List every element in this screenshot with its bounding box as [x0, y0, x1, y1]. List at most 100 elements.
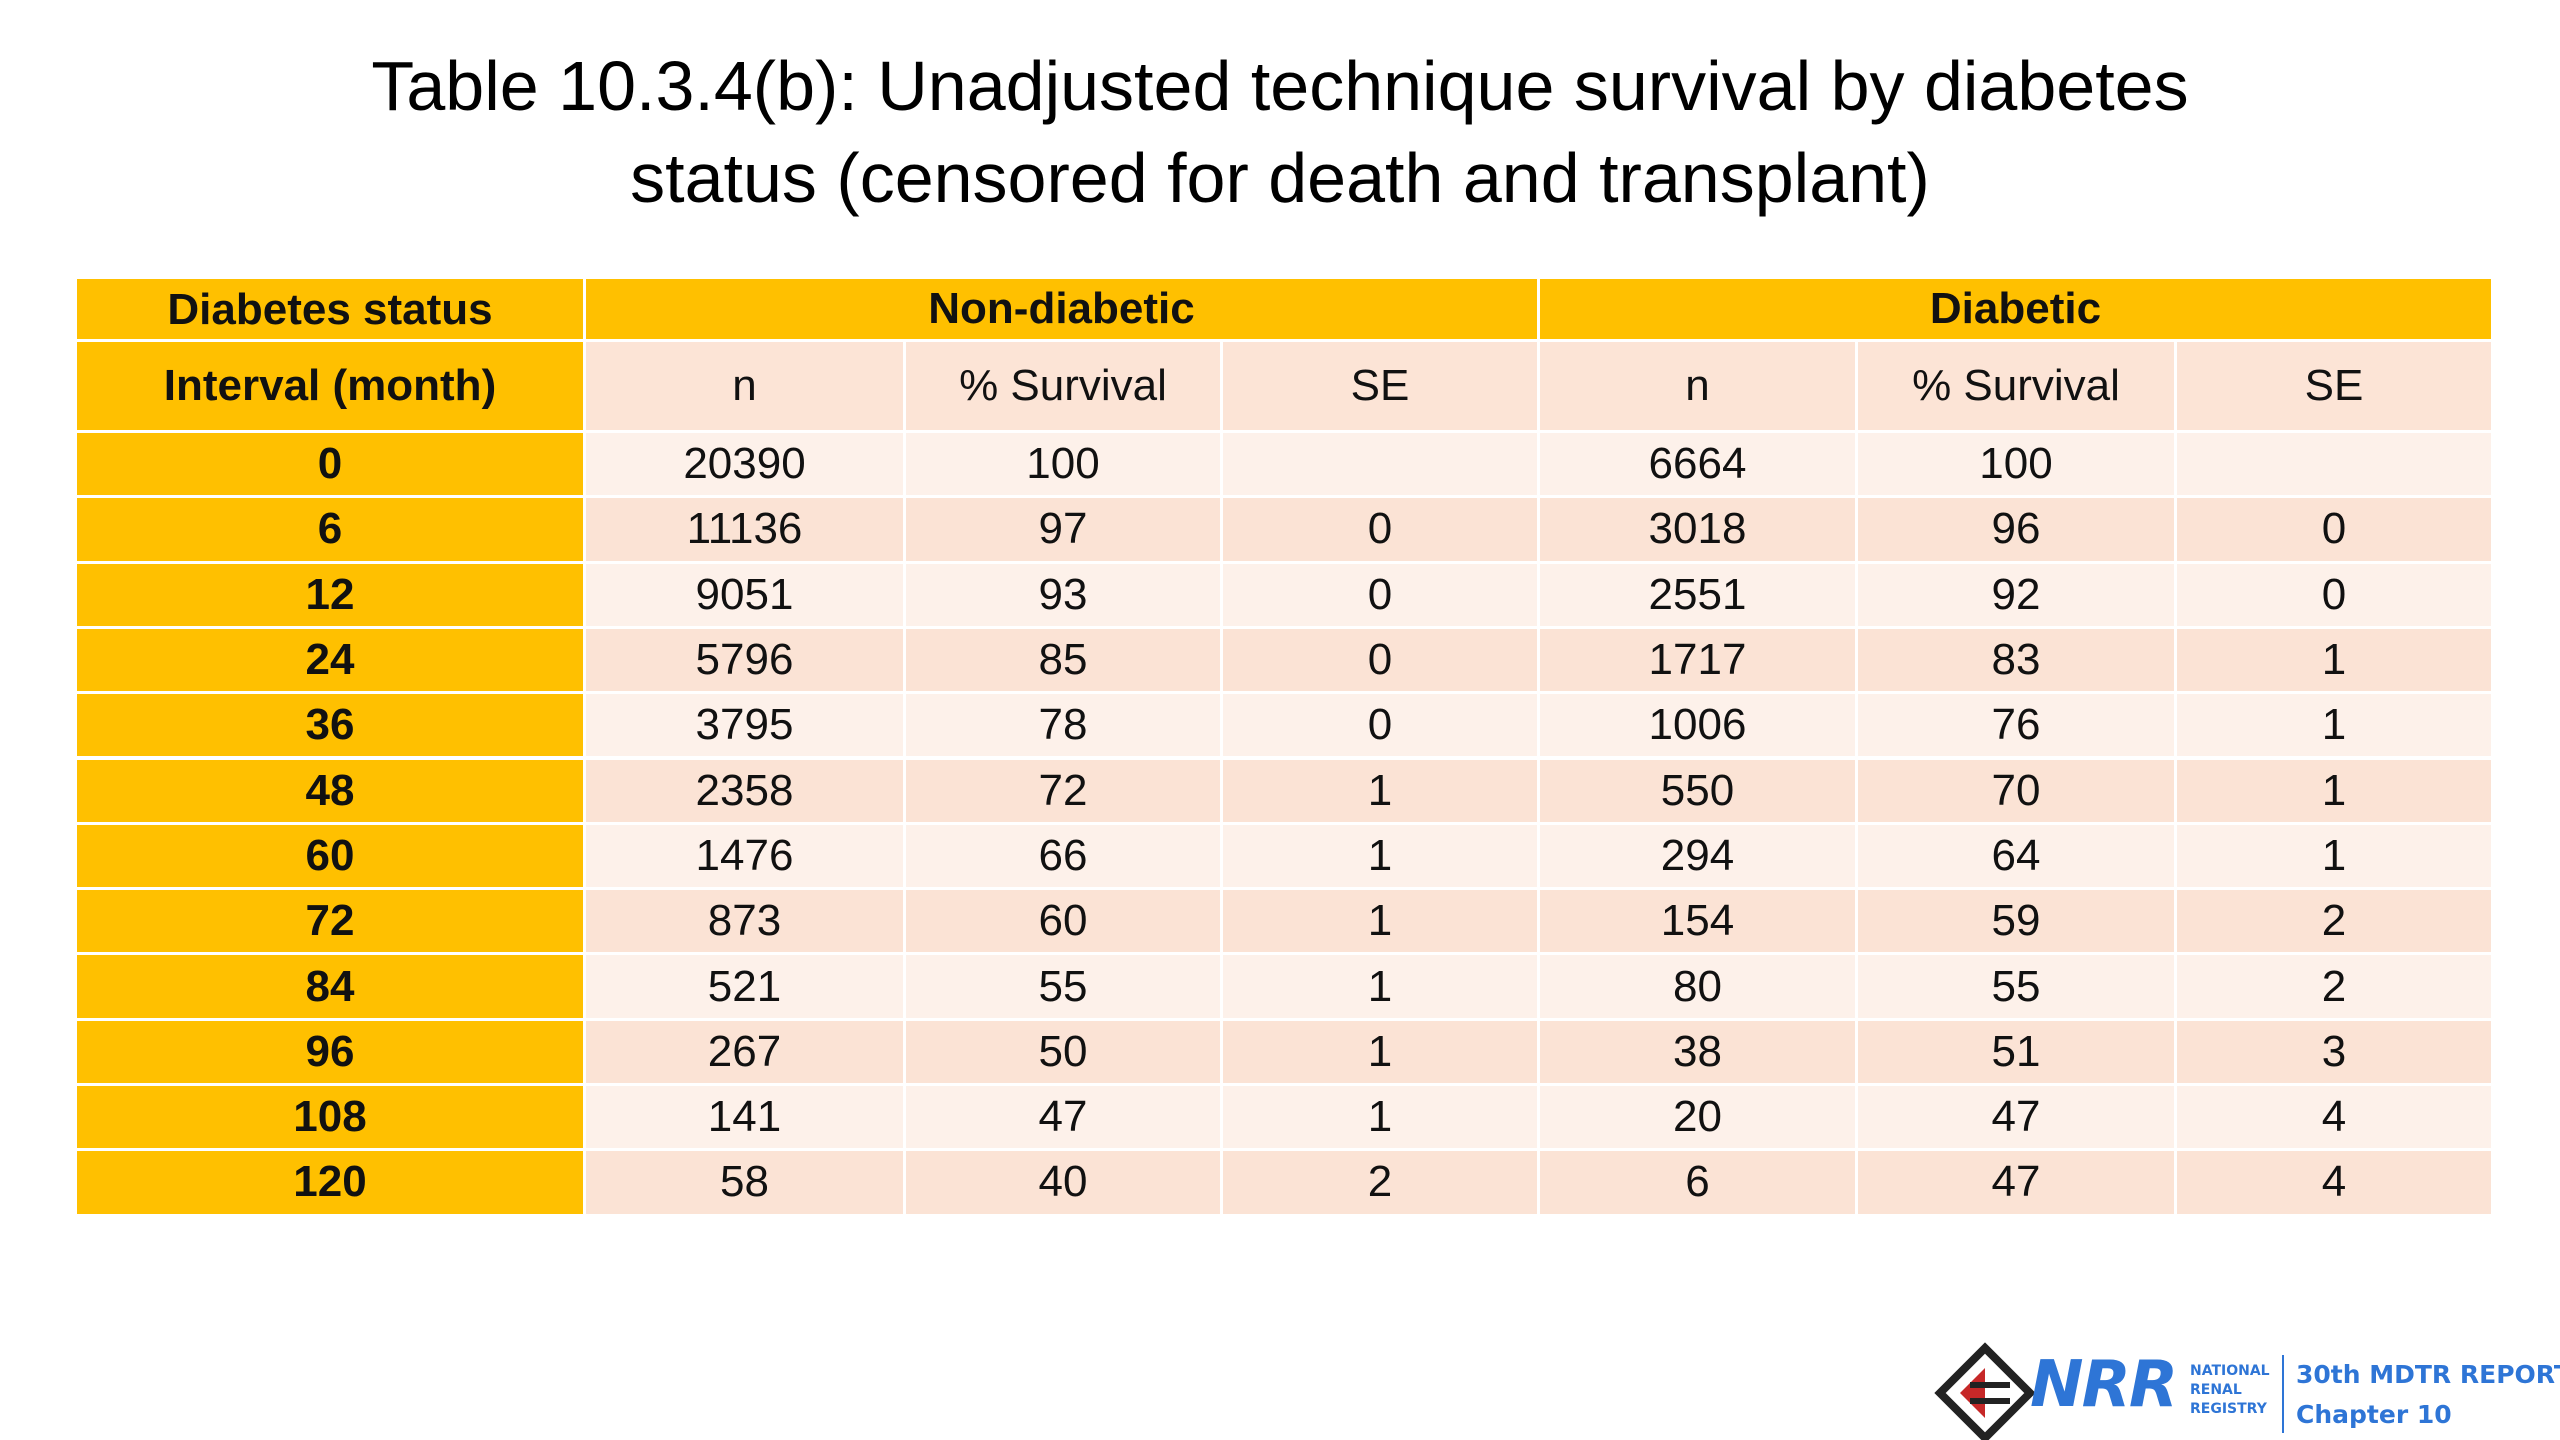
- table-cell: 5796: [586, 628, 903, 692]
- table-cell: 2358: [586, 759, 903, 822]
- table-cell: 1: [1223, 890, 1537, 953]
- table-cell: 97: [906, 498, 1220, 561]
- table-cell: 96: [1858, 498, 2174, 561]
- table-cell: 60: [906, 890, 1220, 953]
- table-cell: 1476: [586, 824, 903, 888]
- table-cell: 47: [1858, 1086, 2174, 1149]
- group-header: Non-diabetic: [586, 279, 1537, 339]
- table-cell: 1717: [1540, 628, 1855, 692]
- group-label: Diabetes status: [77, 279, 583, 339]
- table-cell: [2177, 433, 2491, 496]
- table-cell: 1: [2177, 759, 2491, 822]
- row-label: Interval (month): [77, 342, 583, 430]
- table-cell: 0: [2177, 563, 2491, 626]
- table-cell: 0: [1223, 498, 1537, 561]
- table-cell: 40: [906, 1151, 1220, 1214]
- table-cell: 92: [1858, 563, 2174, 626]
- table-cell: 1006: [1540, 694, 1855, 757]
- table-cell: 50: [906, 1020, 1220, 1083]
- row-header: 72: [77, 890, 583, 953]
- table-cell: 873: [586, 890, 903, 953]
- row-header: 120: [77, 1151, 583, 1214]
- column-header: n: [1540, 342, 1855, 430]
- logo-lines: NATIONAL RENAL REGISTRY: [2190, 1362, 2270, 1419]
- table-cell: 72: [906, 759, 1220, 822]
- table-cell: 2: [2177, 890, 2491, 953]
- table-cell: 267: [586, 1020, 903, 1083]
- table-cell: 11136: [586, 498, 903, 561]
- table-cell: 2551: [1540, 563, 1855, 626]
- table-cell: 1: [1223, 1020, 1537, 1083]
- footer: NRR NATIONAL RENAL REGISTRY 30th MDTR RE…: [1920, 1340, 2560, 1440]
- row-header: 6: [77, 498, 583, 561]
- table-cell: 55: [906, 955, 1220, 1018]
- row-header: 0: [77, 433, 583, 496]
- logo-line: REGISTRY: [2190, 1401, 2267, 1417]
- table-cell: [1223, 433, 1537, 496]
- logo-line: NATIONAL: [2190, 1363, 2270, 1379]
- logo-text: NRR: [2030, 1348, 2178, 1422]
- row-header: 60: [77, 824, 583, 888]
- column-header: % Survival: [906, 342, 1220, 430]
- table-cell: 58: [586, 1151, 903, 1214]
- divider: [2282, 1355, 2284, 1433]
- group-header: Diabetic: [1540, 279, 2491, 339]
- table-cell: 9051: [586, 563, 903, 626]
- table-cell: 78: [906, 694, 1220, 757]
- table-cell: 1: [2177, 824, 2491, 888]
- table-cell: 55: [1858, 955, 2174, 1018]
- table-cell: 64: [1858, 824, 2174, 888]
- table-cell: 2: [2177, 955, 2491, 1018]
- table-cell: 2: [1223, 1151, 1537, 1214]
- table-cell: 3: [2177, 1020, 2491, 1083]
- table-cell: 0: [1223, 628, 1537, 692]
- row-header: 108: [77, 1086, 583, 1149]
- row-header: 48: [77, 759, 583, 822]
- table-cell: 76: [1858, 694, 2174, 757]
- table-cell: 83: [1858, 628, 2174, 692]
- table-cell: 59: [1858, 890, 2174, 953]
- row-header: 96: [77, 1020, 583, 1083]
- table-cell: 521: [586, 955, 903, 1018]
- table-cell: 6: [1540, 1151, 1855, 1214]
- column-header: SE: [2177, 342, 2491, 430]
- table-cell: 294: [1540, 824, 1855, 888]
- table-cell: 38: [1540, 1020, 1855, 1083]
- table-cell: 100: [1858, 433, 2174, 496]
- table-cell: 20: [1540, 1086, 1855, 1149]
- table-cell: 3018: [1540, 498, 1855, 561]
- table-cell: 6664: [1540, 433, 1855, 496]
- table-cell: 66: [906, 824, 1220, 888]
- table-cell: 141: [586, 1086, 903, 1149]
- table-cell: 1: [1223, 955, 1537, 1018]
- row-header: 12: [77, 563, 583, 626]
- table-cell: 1: [1223, 1086, 1537, 1149]
- table-cell: 70: [1858, 759, 2174, 822]
- table-cell: 154: [1540, 890, 1855, 953]
- table-cell: 0: [1223, 563, 1537, 626]
- title: Table 10.3.4(b): Unadjusted technique su…: [371, 47, 2189, 217]
- column-header: SE: [1223, 342, 1537, 430]
- column-header: % Survival: [1858, 342, 2174, 430]
- table-cell: 1: [1223, 759, 1537, 822]
- table-cell: 93: [906, 563, 1220, 626]
- table-cell: 20390: [586, 433, 903, 496]
- table-cell: 51: [1858, 1020, 2174, 1083]
- table-cell: 0: [2177, 498, 2491, 561]
- table-cell: 47: [906, 1086, 1220, 1149]
- table-cell: 80: [1540, 955, 1855, 1018]
- table-cell: 3795: [586, 694, 903, 757]
- row-header: 36: [77, 694, 583, 757]
- table-cell: 47: [1858, 1151, 2174, 1214]
- logo-line: RENAL: [2190, 1382, 2242, 1398]
- column-header: n: [586, 342, 903, 430]
- row-header: 24: [77, 628, 583, 692]
- table-cell: 550: [1540, 759, 1855, 822]
- table-cell: 85: [906, 628, 1220, 692]
- table-cell: 4: [2177, 1151, 2491, 1214]
- table-cell: 1: [2177, 628, 2491, 692]
- logo-icon: [1934, 1342, 2036, 1440]
- table-cell: 4: [2177, 1086, 2491, 1149]
- table-cell: 0: [1223, 694, 1537, 757]
